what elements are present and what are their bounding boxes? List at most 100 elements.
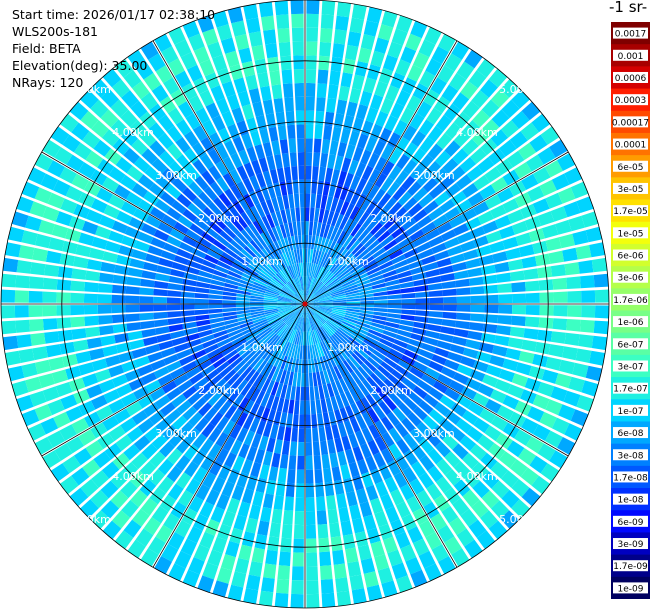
ppi-cell xyxy=(441,319,457,328)
ppi-cell xyxy=(557,153,576,171)
ppi-cell xyxy=(268,316,281,325)
ppi-cell xyxy=(350,371,362,385)
ppi-cell xyxy=(295,96,305,111)
ppi-cell xyxy=(28,305,43,318)
ppi-cell xyxy=(481,490,500,509)
ppi-cell xyxy=(310,330,316,345)
ppi-cell xyxy=(284,426,292,442)
ppi-cell xyxy=(192,397,207,411)
ppi-cell xyxy=(278,294,293,300)
ppi-cell xyxy=(73,389,90,405)
ppi-cell xyxy=(387,460,401,476)
ppi-cell xyxy=(171,261,187,272)
ppi-cell xyxy=(349,388,360,403)
ppi-cell xyxy=(306,13,319,28)
ppi-cell xyxy=(338,271,352,282)
start-time-label: Start time: 2026/01/17 02:38:10 xyxy=(12,7,216,22)
ppi-cell xyxy=(444,103,461,121)
ppi-cell xyxy=(467,401,484,417)
ppi-cell xyxy=(444,451,461,468)
ppi-cell xyxy=(507,259,524,271)
ppi-cell xyxy=(305,304,317,313)
colorbar-label-bg xyxy=(613,138,648,150)
ppi-cell xyxy=(195,484,210,501)
ppi-cell xyxy=(110,119,129,137)
colorbar-tick-label: 3e-05 xyxy=(618,185,644,195)
ppi-cell xyxy=(236,362,250,376)
ppi-cell xyxy=(253,341,266,353)
ppi-cell xyxy=(254,144,265,160)
ppi-cell xyxy=(104,148,122,165)
ppi-cell xyxy=(35,233,52,249)
ppi-cell xyxy=(360,149,372,165)
ppi-cell xyxy=(283,223,291,238)
ppi-cell xyxy=(327,279,340,289)
ppi-cell xyxy=(337,142,348,157)
ppi-cell xyxy=(126,191,143,207)
ppi-cell xyxy=(125,295,140,304)
ppi-cell xyxy=(469,226,486,239)
ppi-cell xyxy=(305,290,309,304)
ppi-cell xyxy=(403,197,418,211)
ppi-cell xyxy=(199,89,215,107)
ppi-cell xyxy=(566,276,581,289)
ppi-cell xyxy=(250,130,262,147)
ppi-cell xyxy=(201,231,216,244)
ppi-cell xyxy=(71,418,89,435)
ppi-cell xyxy=(71,328,87,340)
ppi-cell xyxy=(362,181,374,196)
ppi-cell xyxy=(57,329,73,342)
ppi-cell xyxy=(435,476,452,494)
ppi-cell xyxy=(151,505,169,524)
ppi-cell xyxy=(250,292,265,298)
ppi-cell xyxy=(373,307,388,313)
ppi-cell xyxy=(145,253,161,264)
ppi-cell xyxy=(363,259,377,270)
ppi-cell xyxy=(223,226,237,239)
ppi-cell xyxy=(161,544,179,562)
ppi-cell xyxy=(594,289,609,303)
ppi-cell xyxy=(270,336,281,349)
ppi-cell xyxy=(369,274,384,283)
ppi-cell xyxy=(427,448,443,465)
ppi-cell xyxy=(499,139,517,157)
ppi-cell xyxy=(301,373,305,387)
ppi-cell xyxy=(291,299,305,304)
ppi-cell xyxy=(277,298,292,302)
ppi-cell xyxy=(299,179,305,194)
ppi-cell xyxy=(278,307,292,313)
ppi-cell xyxy=(445,122,462,139)
ppi-cell xyxy=(153,366,170,379)
ppi-cell xyxy=(548,344,565,358)
ppi-cell xyxy=(340,345,351,358)
ppi-cell xyxy=(390,519,406,536)
ppi-cell xyxy=(270,212,279,227)
ppi-cell xyxy=(339,232,350,246)
ppi-cell xyxy=(317,310,330,318)
ppi-cell xyxy=(277,299,292,303)
colorbar-label-bg xyxy=(613,182,648,194)
ppi-cell xyxy=(331,293,346,299)
ppi-cell xyxy=(286,266,294,280)
ppi-cell xyxy=(386,181,401,197)
ppi-cell xyxy=(511,479,530,498)
ppi-cell xyxy=(271,197,280,212)
ppi-cell xyxy=(388,148,403,165)
ppi-cell xyxy=(290,315,298,328)
ppi-cell xyxy=(349,17,364,34)
ppi-cell xyxy=(34,187,52,204)
ppi-cell xyxy=(343,284,358,291)
ppi-cell xyxy=(314,313,326,324)
ppi-cell xyxy=(358,252,372,264)
ppi-cell xyxy=(319,237,326,252)
ppi-cell xyxy=(252,317,267,324)
ppi-cell xyxy=(86,259,103,271)
ppi-cell xyxy=(336,590,352,607)
ppi-cell xyxy=(305,497,315,512)
ppi-cell xyxy=(266,379,275,395)
ppi-cell xyxy=(305,221,309,235)
ppi-cell xyxy=(238,252,252,264)
ppi-cell xyxy=(436,132,453,150)
ppi-cell xyxy=(447,245,463,257)
ppi-cell xyxy=(229,424,242,440)
